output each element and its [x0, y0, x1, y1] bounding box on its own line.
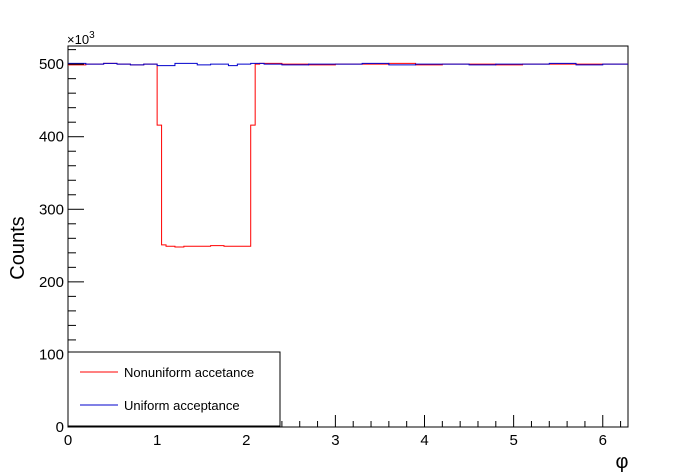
legend-box: [67, 351, 281, 427]
y-tick-label: 200: [39, 274, 64, 291]
y-exponent-power: 3: [89, 30, 95, 41]
legend-label-uniform: Uniform acceptance: [124, 398, 240, 413]
y-tick-label: 300: [39, 201, 64, 218]
y-tick-label: 0: [56, 419, 64, 436]
x-tick-label: 6: [599, 432, 607, 449]
x-tick-label: 1: [153, 432, 161, 449]
legend: Nonuniform accetance Uniform acceptance: [67, 351, 281, 427]
series-layer: [68, 62, 628, 248]
plot-area-frame: [67, 45, 629, 428]
x-tick-label: 3: [331, 432, 339, 449]
y-tick-label: 500: [39, 56, 64, 73]
y-axis-title: Counts: [7, 216, 29, 279]
x-tick-label: 2: [242, 432, 250, 449]
x-axis-title: φ: [616, 451, 629, 473]
y-exponent-base: ×10: [67, 32, 89, 47]
x-tick-label: 5: [509, 432, 517, 449]
series-line-uniform: [68, 62, 628, 67]
x-tick-label: 0: [64, 432, 72, 449]
x-tick-label: 4: [420, 432, 428, 449]
y-tick-label: 400: [39, 129, 64, 146]
y-exponent-label: ×103: [67, 30, 95, 47]
y-tick-label: 100: [39, 346, 64, 363]
legend-label-nonuniform: Nonuniform accetance: [124, 365, 254, 380]
axis-labels: 0 1 2 3 4 5 6 0 100 200 300 400 500: [39, 56, 607, 449]
series-line-nonuniform: [68, 62, 628, 248]
plot-frame: [67, 45, 629, 428]
